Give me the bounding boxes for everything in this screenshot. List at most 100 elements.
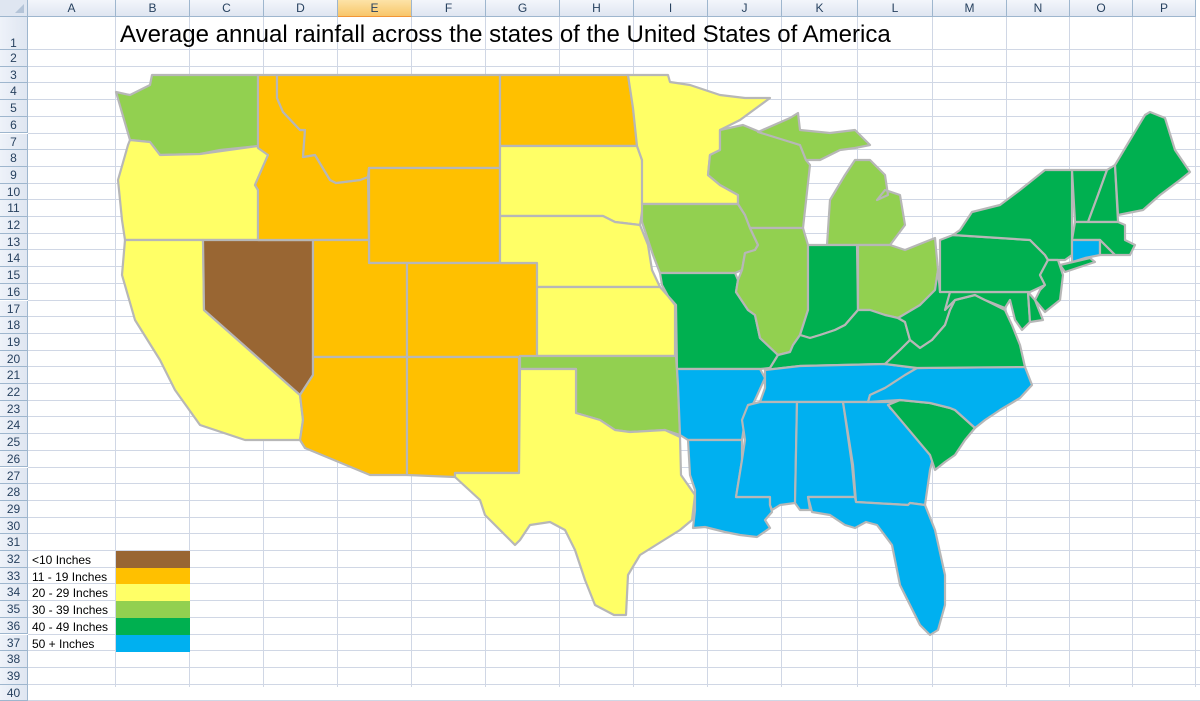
- row-header-15[interactable]: 15: [0, 267, 28, 284]
- row-header-20[interactable]: 20: [0, 350, 28, 368]
- gridline: [1132, 17, 1133, 687]
- row-header-1[interactable]: 1: [0, 17, 28, 50]
- state-nd: [498, 73, 639, 148]
- row-header-28[interactable]: 28: [0, 484, 28, 501]
- state-ks: [535, 285, 677, 358]
- legend-swatch-20_29: [116, 584, 190, 602]
- state-ri: [1098, 238, 1117, 257]
- row-header-22[interactable]: 22: [0, 384, 28, 401]
- state-wy: [367, 166, 502, 265]
- column-header-j[interactable]: J: [708, 0, 782, 17]
- row-header-29[interactable]: 29: [0, 500, 28, 518]
- state-az: [298, 355, 409, 477]
- state-ct: [1070, 238, 1102, 264]
- row-header-19[interactable]: 19: [0, 333, 28, 351]
- column-header-b[interactable]: B: [116, 0, 190, 17]
- gridline: [28, 65, 1200, 67]
- column-header-k[interactable]: K: [782, 0, 858, 17]
- legend-label: 30 - 39 Inches: [32, 603, 109, 618]
- legend-label: 20 - 29 Inches: [32, 586, 109, 601]
- row-header-34[interactable]: 34: [0, 584, 28, 602]
- column-header-h[interactable]: H: [560, 0, 634, 17]
- state-sd: [498, 144, 645, 227]
- row-header-8[interactable]: 8: [0, 150, 28, 167]
- row-header-23[interactable]: 23: [0, 400, 28, 418]
- row-header-10[interactable]: 10: [0, 183, 28, 201]
- row-header-13[interactable]: 13: [0, 233, 28, 251]
- state-nc: [866, 365, 1034, 430]
- row-header-37[interactable]: 37: [0, 634, 28, 652]
- state-co: [405, 261, 539, 359]
- row-header-4[interactable]: 4: [0, 83, 28, 101]
- row-header-31[interactable]: 31: [0, 534, 28, 551]
- legend-label: 40 - 49 Inches: [32, 619, 109, 634]
- column-header-i[interactable]: I: [634, 0, 708, 17]
- gridline: [28, 666, 1200, 668]
- row-header-21[interactable]: 21: [0, 367, 28, 384]
- row-header-2[interactable]: 2: [0, 50, 28, 67]
- gridline: [28, 49, 1200, 50]
- gridline: [28, 683, 1200, 685]
- row-header-35[interactable]: 35: [0, 601, 28, 618]
- select-all-button[interactable]: [0, 0, 28, 17]
- state-ms: [734, 400, 799, 512]
- row-header-27[interactable]: 27: [0, 467, 28, 485]
- state-nm: [405, 355, 521, 479]
- row-header-24[interactable]: 24: [0, 417, 28, 435]
- row-header-18[interactable]: 18: [0, 317, 28, 334]
- column-header-e[interactable]: E: [338, 0, 412, 17]
- row-header-32[interactable]: 32: [0, 551, 28, 568]
- row-header-17[interactable]: 17: [0, 300, 28, 318]
- state-tx: [453, 367, 697, 617]
- row-header-12[interactable]: 12: [0, 217, 28, 234]
- column-header-m[interactable]: M: [933, 0, 1007, 17]
- gridline: [1069, 17, 1070, 687]
- state-ne: [498, 214, 662, 289]
- state-or: [116, 138, 270, 242]
- row-header-40[interactable]: 40: [0, 684, 28, 701]
- gridline: [115, 17, 116, 687]
- column-header-f[interactable]: F: [412, 0, 486, 17]
- row-header-30[interactable]: 30: [0, 517, 28, 535]
- column-header-c[interactable]: C: [190, 0, 264, 17]
- row-header-39[interactable]: 39: [0, 667, 28, 685]
- column-header-p[interactable]: P: [1133, 0, 1196, 17]
- legend-swatch-lt10: [116, 551, 190, 568]
- row-header-14[interactable]: 14: [0, 250, 28, 268]
- state-mi: [825, 158, 907, 247]
- row-header-36[interactable]: 36: [0, 617, 28, 635]
- row-header-11[interactable]: 11: [0, 200, 28, 217]
- column-header-o[interactable]: O: [1070, 0, 1133, 17]
- column-header-n[interactable]: N: [1007, 0, 1070, 17]
- row-header-6[interactable]: 6: [0, 116, 28, 134]
- column-header-l[interactable]: L: [858, 0, 933, 17]
- state-mi: [756, 111, 872, 162]
- row-header-38[interactable]: 38: [0, 651, 28, 668]
- gridline: [28, 650, 1200, 652]
- gridline: [28, 633, 1200, 635]
- row-header-3[interactable]: 3: [0, 66, 28, 84]
- legend-swatch-40_49: [116, 617, 190, 635]
- row-header-7[interactable]: 7: [0, 133, 28, 151]
- state-pa: [938, 233, 1050, 294]
- column-header-a[interactable]: A: [28, 0, 116, 17]
- state-fl: [806, 495, 947, 637]
- legend-label: 50 + Inches: [32, 636, 95, 651]
- row-header-9[interactable]: 9: [0, 166, 28, 184]
- legend-swatch-50plus: [116, 634, 190, 652]
- legend-label: 11 - 19 Inches: [32, 569, 108, 584]
- row-header-33[interactable]: 33: [0, 567, 28, 585]
- legend-swatch-11_19: [116, 567, 190, 585]
- state-ny: [951, 168, 1074, 262]
- row-header-26[interactable]: 26: [0, 450, 28, 468]
- row-header-25[interactable]: 25: [0, 434, 28, 451]
- column-header-d[interactable]: D: [264, 0, 338, 17]
- row-header-5[interactable]: 5: [0, 100, 28, 117]
- state-de: [1026, 290, 1045, 324]
- state-ia: [640, 202, 760, 275]
- column-header-g[interactable]: G: [486, 0, 560, 17]
- row-header-16[interactable]: 16: [0, 283, 28, 301]
- state-me: [1113, 110, 1192, 217]
- state-nj: [1033, 258, 1065, 314]
